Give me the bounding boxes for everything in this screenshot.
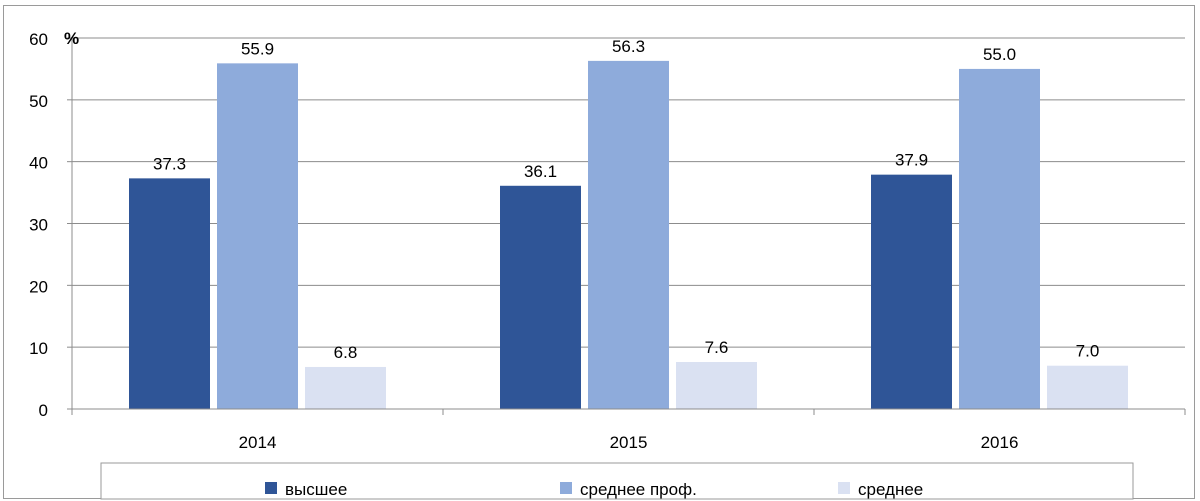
data-label: 55.9 [241, 39, 274, 58]
data-label: 55.0 [983, 45, 1016, 64]
y-tick-label: 40 [29, 154, 48, 173]
bars [129, 60, 1128, 410]
y-tick-label: 60 [29, 30, 48, 49]
legend-label: среднее [858, 480, 923, 499]
y-axis-ticks: 0 10 20 30 40 50 60 [29, 30, 73, 420]
x-tick-label: 2016 [981, 433, 1019, 452]
legend-label: среднее проф. [580, 480, 697, 499]
bar [871, 174, 952, 409]
y-tick-label: 0 [39, 401, 48, 420]
data-label: 7.6 [705, 338, 729, 357]
y-tick-label: 20 [29, 277, 48, 296]
bar [217, 63, 298, 410]
bar [500, 185, 581, 409]
data-labels: 37.3 55.9 6.8 36.1 56.3 7.6 37.9 55.0 7.0 [153, 37, 1099, 362]
legend: высшее среднее проф. среднее [100, 462, 1134, 500]
y-tick-label: 50 [29, 92, 48, 111]
x-tick-label: 2015 [610, 433, 648, 452]
data-label: 7.0 [1076, 342, 1100, 361]
bar [959, 68, 1040, 410]
data-label: 37.3 [153, 154, 186, 173]
x-tick-label: 2014 [239, 433, 277, 452]
y-tick-label: 30 [29, 216, 48, 235]
legend-swatch [560, 482, 572, 494]
bar [676, 362, 757, 409]
y-axis-unit-label: % [64, 29, 79, 48]
legend-swatch [838, 482, 850, 494]
bar [1047, 365, 1128, 409]
legend-swatch [265, 482, 277, 494]
data-label: 6.8 [334, 343, 358, 362]
bar [588, 60, 669, 410]
bar [129, 178, 210, 409]
data-label: 37.9 [895, 151, 928, 170]
data-label: 56.3 [612, 37, 645, 56]
bar [305, 366, 386, 409]
x-axis: 2014 2015 2016 [71, 408, 1186, 452]
y-tick-label: 10 [29, 339, 48, 358]
data-label: 36.1 [524, 162, 557, 181]
legend-label: высшее [285, 480, 347, 499]
